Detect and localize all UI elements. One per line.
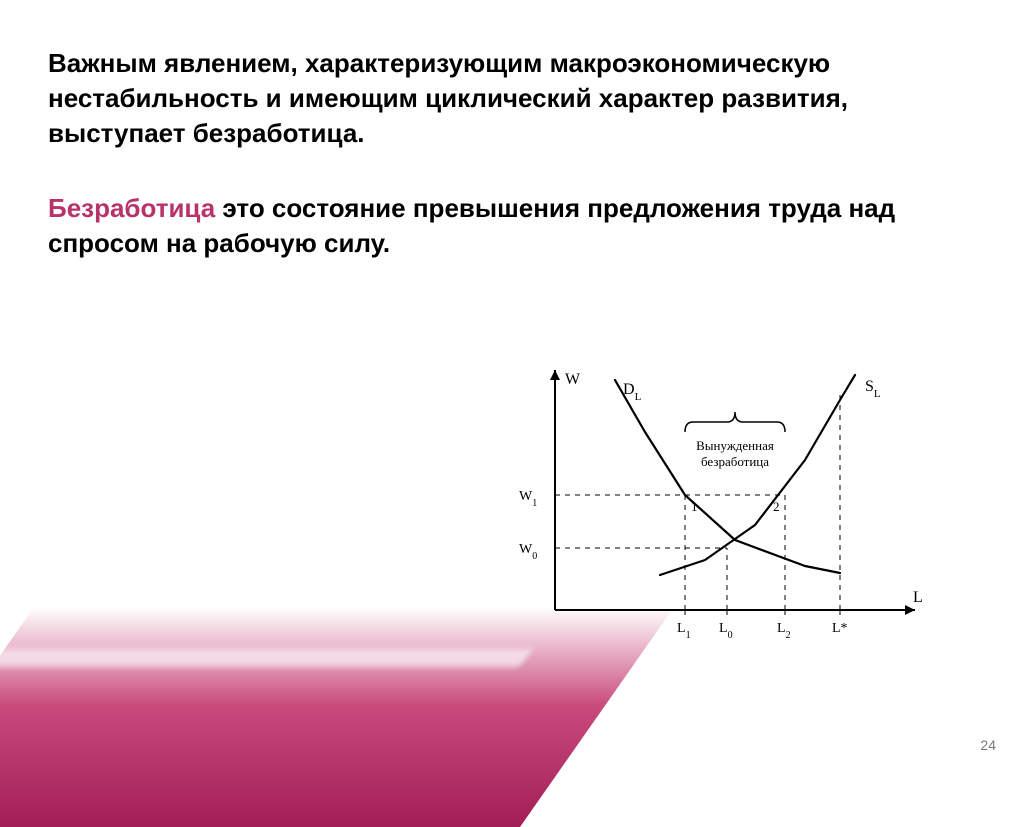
paragraph-2: Безработица это состояние превышения пре… xyxy=(48,191,928,261)
svg-text:L1: L1 xyxy=(677,621,691,641)
svg-text:2: 2 xyxy=(773,499,780,514)
svg-text:W1: W1 xyxy=(519,489,537,509)
chart-svg: WLDLSLW1W0L1L0L2L*12Вынужденнаябезработи… xyxy=(505,350,935,650)
svg-text:безработица: безработица xyxy=(701,454,769,469)
labor-market-chart: WLDLSLW1W0L1L0L2L*12Вынужденнаябезработи… xyxy=(505,350,935,660)
paragraph-1: Важным явлением, характеризующим макроэк… xyxy=(48,46,928,151)
svg-text:L0: L0 xyxy=(719,621,733,641)
svg-text:W: W xyxy=(565,371,581,388)
slide-accent-highlight xyxy=(0,649,533,667)
svg-text:Вынужденная: Вынужденная xyxy=(696,438,774,453)
svg-text:L2: L2 xyxy=(777,621,791,641)
term-highlight: Безработица xyxy=(48,193,215,223)
svg-text:L*: L* xyxy=(832,621,848,636)
svg-text:L: L xyxy=(913,589,923,606)
slide-text: Важным явлением, характеризующим макроэк… xyxy=(48,46,928,261)
page-number: 24 xyxy=(980,737,996,753)
svg-text:W0: W0 xyxy=(519,542,537,562)
svg-text:1: 1 xyxy=(691,499,698,514)
svg-text:SL: SL xyxy=(865,378,881,400)
